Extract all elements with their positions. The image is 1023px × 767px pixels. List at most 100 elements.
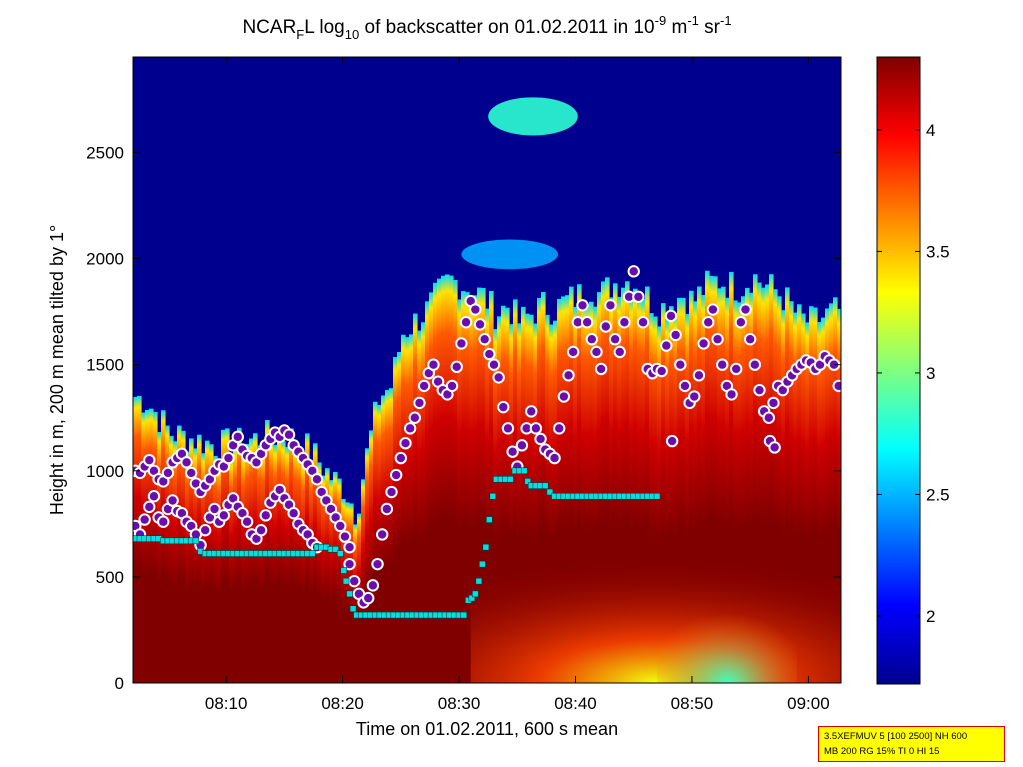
cloud-base-dot (767, 396, 780, 410)
heatmap-column (497, 316, 502, 683)
cloud-base-dot (580, 316, 594, 329)
heatmap-column (189, 438, 194, 683)
heatmap-column (765, 284, 770, 683)
cloud-base-dot (734, 316, 748, 329)
heatmap-column (205, 440, 210, 683)
heatmap-column (473, 295, 478, 683)
heatmap-column (149, 408, 154, 683)
cloud-base-dot (711, 333, 724, 346)
heatmap-column (229, 456, 234, 683)
heatmap-column (453, 279, 458, 683)
cloud-base-dot (743, 333, 757, 346)
boundary-layer-square (309, 550, 316, 557)
cloud-base-dot (362, 591, 375, 605)
cloud-base-dot (217, 509, 231, 522)
colorbar-tick-label: 3 (926, 364, 935, 383)
heatmap-column (361, 479, 366, 683)
heatmap-column (689, 290, 694, 683)
cloud-base-dot (259, 509, 272, 522)
cloud-base-dot (664, 309, 678, 323)
cloud-base-dot (506, 445, 519, 458)
boundary-layer-square (342, 577, 350, 585)
cloud-base-dot (655, 364, 668, 378)
heatmap-column (425, 301, 430, 683)
heatmap-column (709, 275, 714, 683)
heatmap-column (365, 448, 370, 683)
boundary-layer-square (489, 492, 497, 500)
heatmap-column (241, 452, 246, 683)
cloud-base-dot (310, 473, 324, 486)
heatmap-column (777, 296, 782, 683)
boundary-layer-square (486, 516, 493, 523)
cloud-base-dot (338, 530, 352, 543)
heatmap-column (613, 283, 618, 683)
heatmap-column (181, 430, 186, 683)
cloud-base-dot (748, 358, 762, 371)
colorbar-tick-label: 4 (926, 121, 935, 140)
heatmap-column (233, 445, 238, 683)
heatmap-column (753, 274, 758, 683)
heatmap-column (457, 299, 462, 683)
x-tick-label: 08:40 (554, 694, 597, 713)
heatmap-column (393, 357, 398, 683)
heatmap-column (317, 462, 322, 683)
heatmap-layer (133, 97, 841, 683)
heatmap-column (489, 290, 494, 683)
x-tick-label: 08:20 (321, 694, 364, 713)
cloud-base-dot (375, 528, 389, 541)
cloud-base-dot (557, 390, 571, 403)
boundary-layer-square (506, 475, 514, 483)
heatmap-column (737, 302, 742, 683)
x-axis-label: Time on 01.02.2011, 600 s mean (356, 719, 618, 739)
heatmap-column (561, 296, 566, 683)
heatmap-column (421, 322, 426, 683)
heatmap-column (141, 412, 146, 683)
cloud-base-dot (768, 441, 781, 454)
x-tick-label: 08:50 (671, 694, 714, 713)
boundary-layer-square (482, 543, 490, 551)
cloud-base-dot (608, 333, 622, 346)
heatmap-column (413, 313, 418, 683)
heatmap-column (633, 288, 638, 683)
cloud-base-dot (343, 540, 356, 554)
heatmap-column (657, 326, 662, 683)
heatmap-column (805, 322, 810, 683)
cloud-base-dot (725, 388, 738, 401)
y-axis: 0 500 1000 1500 2000 2500 (86, 143, 841, 693)
boundary-layer-square (524, 478, 532, 485)
chart-title: NCARFL log10 of backscatter on 01.02.201… (242, 13, 731, 42)
boundary-layer-square (546, 488, 554, 496)
x-tick-label: 09:00 (787, 694, 830, 713)
heatmap-column (481, 288, 486, 683)
cloud-base-dot (417, 379, 431, 393)
heatmap-column (589, 301, 594, 683)
cloud-base-dot (450, 360, 463, 374)
cloud-base-dot (403, 422, 417, 435)
heatmap-column (397, 351, 402, 683)
cloud-base-dot (618, 316, 631, 329)
y-tick-label: 1500 (86, 356, 124, 375)
heatmap-column (333, 471, 338, 683)
heatmap-column (377, 404, 382, 683)
heatmap-column (529, 314, 534, 683)
cloud-base-dot (413, 396, 426, 410)
heatmap-column (813, 307, 818, 683)
boundary-layer-markers (133, 467, 661, 619)
cloud-base-dot (282, 428, 296, 441)
heatmap-column (157, 431, 162, 683)
heatmap-column (429, 292, 434, 683)
boundary-layer-square (336, 550, 344, 557)
boundary-layer-square (541, 482, 549, 489)
heatmap-column (721, 286, 726, 683)
cloud-base-dot (739, 303, 752, 316)
heatmap-column (725, 297, 730, 683)
heatmap-column (201, 453, 206, 683)
cloud-base-dot (459, 316, 473, 329)
mid-cloud (461, 239, 559, 270)
heatmap-column (545, 314, 550, 683)
heatmap-column (769, 274, 774, 683)
cloud-base-markers (133, 265, 841, 609)
heatmap-column (401, 334, 406, 683)
cloud-base-dot (385, 485, 398, 499)
cloud-base-dot (399, 437, 412, 450)
